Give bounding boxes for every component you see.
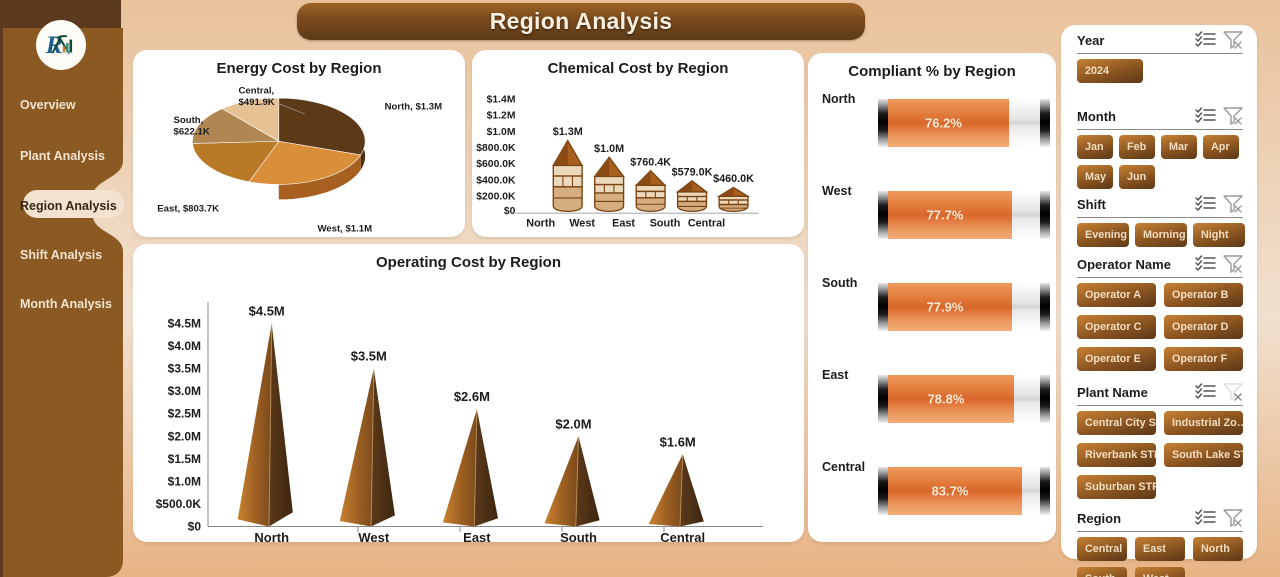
svg-text:South: South <box>560 530 597 542</box>
svg-text:$800.0K: $800.0K <box>476 143 516 154</box>
svg-text:East: East <box>612 218 635 230</box>
svg-text:$4.5M: $4.5M <box>249 304 285 319</box>
svg-text:Central: Central <box>660 530 705 542</box>
svg-text:$1.4M: $1.4M <box>487 94 516 105</box>
svg-text:$3.5M: $3.5M <box>168 362 201 376</box>
svg-text:Central,: Central, <box>238 85 274 96</box>
svg-text:$2.0M: $2.0M <box>555 416 591 431</box>
svg-text:$2.6M: $2.6M <box>454 389 490 404</box>
svg-text:East, $803.7K: East, $803.7K <box>157 203 219 214</box>
svg-text:Central: Central <box>688 218 725 230</box>
svg-text:$622.1K: $622.1K <box>174 127 210 138</box>
svg-text:$4.0M: $4.0M <box>168 339 201 353</box>
svg-text:North, $1.3M: North, $1.3M <box>385 102 442 113</box>
svg-text:$1.5M: $1.5M <box>168 452 201 466</box>
svg-text:$4.5M: $4.5M <box>168 317 201 331</box>
svg-text:$200.0K: $200.0K <box>476 192 516 203</box>
svg-text:$460.0K: $460.0K <box>713 173 754 185</box>
svg-text:$491.9K: $491.9K <box>238 97 274 108</box>
svg-text:$1.3M: $1.3M <box>553 126 583 138</box>
svg-text:$1.6M: $1.6M <box>660 434 696 449</box>
svg-text:$0: $0 <box>188 520 202 534</box>
svg-text:R: R <box>45 31 63 59</box>
svg-text:West, $1.1M: West, $1.1M <box>317 223 372 234</box>
svg-text:West: West <box>358 530 389 542</box>
svg-text:$0: $0 <box>504 206 516 217</box>
svg-text:$400.0K: $400.0K <box>476 175 516 186</box>
svg-text:$1.0M: $1.0M <box>594 143 624 155</box>
svg-text:$760.4K: $760.4K <box>630 156 671 168</box>
svg-text:$600.0K: $600.0K <box>476 159 516 170</box>
svg-text:North: North <box>254 530 289 542</box>
svg-text:$3.5M: $3.5M <box>351 349 387 364</box>
svg-text:$2.0M: $2.0M <box>168 429 201 443</box>
svg-text:East: East <box>463 530 491 542</box>
svg-text:$579.0K: $579.0K <box>672 166 713 178</box>
svg-text:South,: South, <box>174 115 204 126</box>
svg-text:$1.2M: $1.2M <box>487 111 516 122</box>
svg-text:$1.0M: $1.0M <box>168 474 201 488</box>
svg-text:$2.5M: $2.5M <box>168 407 201 421</box>
svg-text:$3.0M: $3.0M <box>168 384 201 398</box>
svg-text:West: West <box>569 218 595 230</box>
svg-text:North: North <box>526 218 555 230</box>
svg-text:South: South <box>650 218 681 230</box>
svg-text:$500.0K: $500.0K <box>156 497 202 511</box>
svg-text:$1.0M: $1.0M <box>487 127 516 138</box>
